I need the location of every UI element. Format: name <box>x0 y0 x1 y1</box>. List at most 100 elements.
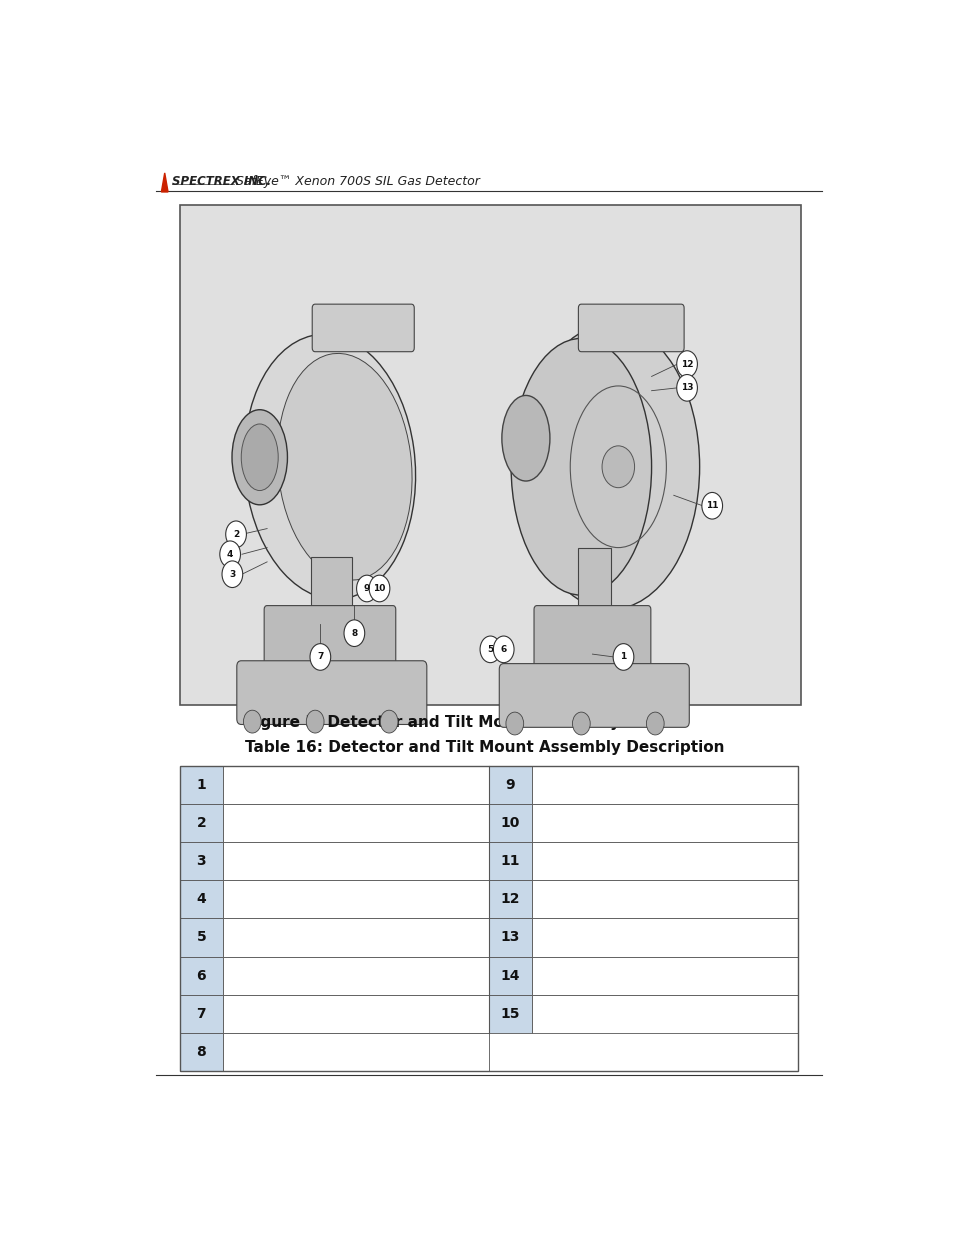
Circle shape <box>601 446 634 488</box>
Bar <box>531 842 797 881</box>
Ellipse shape <box>511 338 651 595</box>
Circle shape <box>613 643 633 671</box>
Circle shape <box>572 713 590 735</box>
Text: SPECTREX INC.: SPECTREX INC. <box>172 174 272 188</box>
Ellipse shape <box>501 395 549 480</box>
Bar <box>531 919 797 957</box>
Text: Table 16: Detector and Tilt Mount Assembly Description: Table 16: Detector and Tilt Mount Assemb… <box>245 740 723 755</box>
Circle shape <box>676 374 697 401</box>
Text: Figure 5: Detector and Tilt Mount Assembly: Figure 5: Detector and Tilt Mount Assemb… <box>245 715 619 730</box>
Bar <box>180 957 222 994</box>
Text: 2: 2 <box>233 530 239 538</box>
Bar <box>531 881 797 919</box>
Polygon shape <box>161 173 168 191</box>
Text: 6: 6 <box>500 645 506 653</box>
Circle shape <box>701 493 721 519</box>
Bar <box>180 1032 222 1071</box>
Text: 13: 13 <box>680 383 693 393</box>
Text: 12: 12 <box>680 359 693 368</box>
Bar <box>180 881 222 919</box>
Circle shape <box>369 576 390 601</box>
Bar <box>180 919 222 957</box>
Bar <box>222 804 488 842</box>
Text: 9: 9 <box>505 778 515 793</box>
Bar <box>488 842 531 881</box>
Text: 9: 9 <box>363 584 370 593</box>
Circle shape <box>493 636 514 663</box>
Text: 12: 12 <box>500 893 519 906</box>
Bar <box>488 994 531 1032</box>
Text: 2: 2 <box>196 816 206 830</box>
Text: 8: 8 <box>196 1045 206 1058</box>
Circle shape <box>222 561 242 588</box>
FancyBboxPatch shape <box>264 605 395 676</box>
Text: 7: 7 <box>196 1007 206 1020</box>
Text: 5: 5 <box>196 930 206 945</box>
Text: 1: 1 <box>619 652 626 662</box>
Bar <box>531 804 797 842</box>
Text: 10: 10 <box>373 584 385 593</box>
Bar <box>577 547 610 614</box>
Text: 1: 1 <box>196 778 206 793</box>
Bar <box>180 804 222 842</box>
Text: 5: 5 <box>487 645 493 653</box>
FancyBboxPatch shape <box>236 661 426 725</box>
FancyBboxPatch shape <box>498 663 689 727</box>
Circle shape <box>219 541 240 568</box>
Bar <box>488 766 531 804</box>
Bar <box>180 766 222 804</box>
Circle shape <box>243 710 261 734</box>
Bar <box>222 957 488 994</box>
Bar <box>222 842 488 881</box>
Bar <box>222 766 488 804</box>
Circle shape <box>356 576 376 601</box>
Bar <box>488 957 531 994</box>
Circle shape <box>479 636 500 663</box>
Bar <box>488 881 531 919</box>
Text: 4: 4 <box>196 893 206 906</box>
Bar <box>222 994 488 1032</box>
FancyBboxPatch shape <box>312 304 414 352</box>
Bar <box>488 804 531 842</box>
FancyBboxPatch shape <box>578 304 683 352</box>
Circle shape <box>380 710 397 734</box>
Circle shape <box>676 351 697 378</box>
Circle shape <box>646 713 663 735</box>
Text: 4: 4 <box>227 550 233 558</box>
Text: 11: 11 <box>705 501 718 510</box>
Text: SafEye™ Xenon 700S SIL Gas Detector: SafEye™ Xenon 700S SIL Gas Detector <box>235 174 479 188</box>
Text: 11: 11 <box>500 855 519 868</box>
Bar <box>311 557 352 614</box>
Bar <box>531 994 797 1032</box>
Ellipse shape <box>244 335 416 599</box>
Circle shape <box>226 521 246 547</box>
Circle shape <box>310 643 331 671</box>
Text: 6: 6 <box>196 968 206 983</box>
Bar <box>180 766 797 1071</box>
Bar <box>222 1032 488 1071</box>
Text: 3: 3 <box>196 855 206 868</box>
Ellipse shape <box>277 353 412 580</box>
Bar <box>222 919 488 957</box>
Bar <box>180 842 222 881</box>
Text: 15: 15 <box>500 1007 519 1020</box>
Bar <box>222 881 488 919</box>
Bar <box>180 994 222 1032</box>
Text: 7: 7 <box>316 652 323 662</box>
Text: 14: 14 <box>500 968 519 983</box>
Text: 13: 13 <box>500 930 519 945</box>
Circle shape <box>505 713 523 735</box>
Bar <box>488 919 531 957</box>
Text: 8: 8 <box>351 629 357 637</box>
Bar <box>531 766 797 804</box>
Circle shape <box>344 620 364 646</box>
FancyBboxPatch shape <box>534 605 650 676</box>
Ellipse shape <box>232 410 287 505</box>
Text: 10: 10 <box>500 816 519 830</box>
Bar <box>180 205 801 704</box>
Circle shape <box>306 710 324 734</box>
Ellipse shape <box>521 324 699 609</box>
Text: 3: 3 <box>229 569 235 579</box>
Bar <box>531 957 797 994</box>
Ellipse shape <box>241 424 278 490</box>
